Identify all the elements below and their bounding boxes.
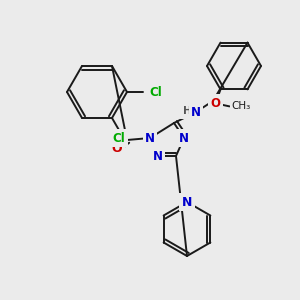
Text: N: N: [145, 131, 155, 145]
Text: N: N: [182, 196, 192, 208]
Text: Cl: Cl: [149, 85, 162, 98]
Text: H: H: [183, 106, 191, 116]
Text: N: N: [153, 149, 163, 163]
Text: Cl: Cl: [112, 132, 125, 145]
Text: N: N: [179, 131, 189, 145]
Text: O: O: [211, 97, 220, 110]
Text: CH₃: CH₃: [232, 101, 251, 111]
Text: O: O: [112, 142, 122, 154]
Text: N: N: [191, 106, 201, 118]
